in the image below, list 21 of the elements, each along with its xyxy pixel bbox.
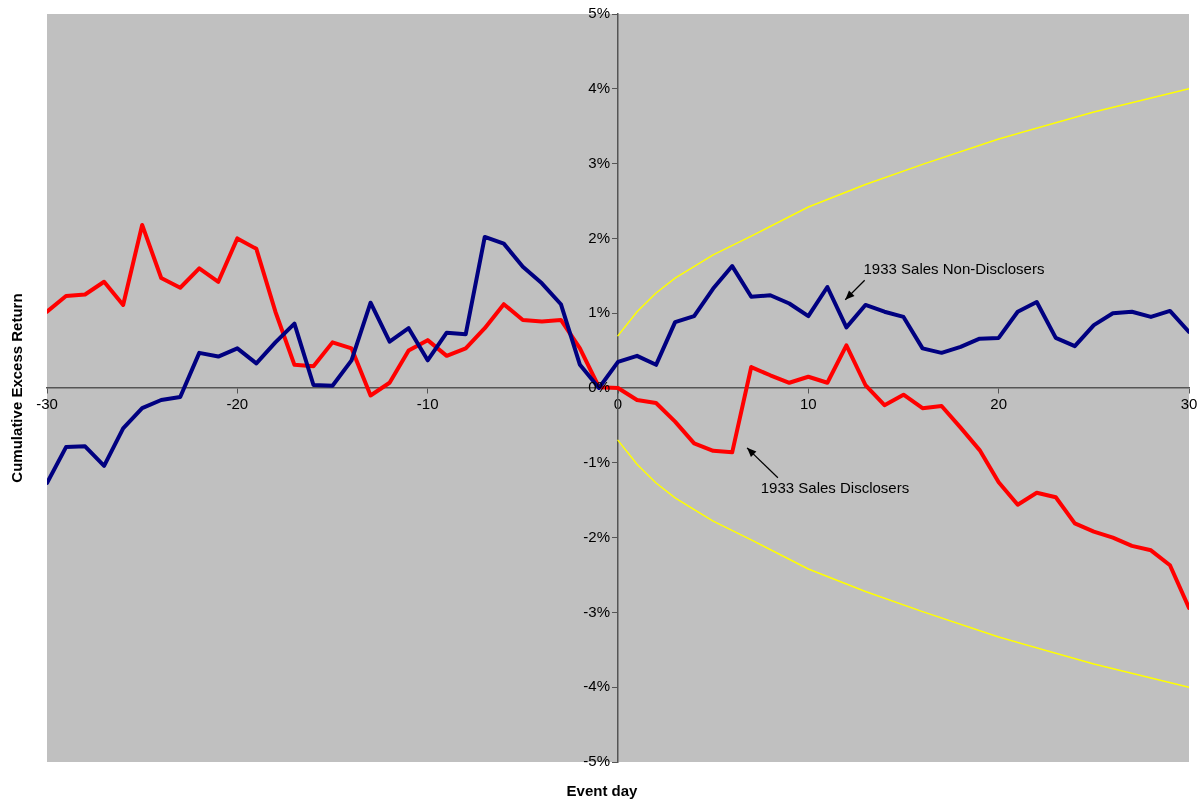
y-tick-label: -1%: [583, 452, 610, 470]
series-label: 1933 Sales Non-Disclosers: [863, 259, 1045, 277]
y-tick-label: 0%: [588, 378, 610, 396]
y-tick-label: -4%: [583, 677, 610, 695]
y-tick-label: 2%: [588, 228, 610, 246]
x-tick-label: -30: [36, 395, 58, 413]
x-axis-title: Event day: [565, 782, 639, 799]
y-tick-label: 5%: [588, 4, 610, 22]
y-tick-label: 4%: [588, 78, 610, 96]
y-tick-label: -5%: [583, 752, 610, 770]
text: 1933 Sales Disclosers: [760, 479, 910, 497]
y-axis-title: Cumulative Excess Return: [7, 293, 25, 483]
y-tick-label: -2%: [583, 527, 610, 545]
x-tick-label: 10: [799, 395, 817, 413]
x-tick-label: -20: [226, 395, 249, 413]
y-tick-label: 1%: [588, 303, 610, 321]
y-tick-label: 3%: [588, 153, 610, 171]
x-tick-label: -10: [416, 395, 439, 413]
x-tick-label: 20: [990, 395, 1008, 413]
x-tick-label: 30: [1180, 395, 1198, 413]
y-tick-label: -3%: [583, 602, 610, 620]
